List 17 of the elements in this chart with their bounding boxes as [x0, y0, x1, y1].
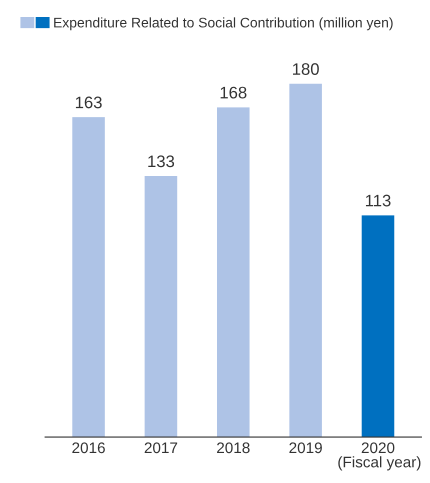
bar — [216, 107, 250, 438]
data-label: 133 — [148, 155, 174, 168]
x-tick-label: 2017 — [144, 442, 178, 454]
x-tick-label: 2018 — [217, 442, 250, 454]
x-tick-label: 2020 — [362, 442, 394, 454]
bar — [72, 117, 105, 438]
data-label: 168 — [220, 86, 246, 99]
legend-label: Expenditure Related to Social Contribution (million yen) — [54, 17, 393, 30]
x-tick-label: 2019 — [289, 442, 322, 454]
data-label: 163 — [76, 96, 102, 108]
bar — [289, 84, 322, 438]
data-label: 180 — [293, 63, 319, 75]
x-axis-title: (Fiscal year) — [338, 456, 420, 470]
bar — [144, 176, 178, 438]
x-tick-label: 2016 — [72, 442, 105, 454]
data-label: 113 — [366, 194, 391, 206]
bar — [362, 215, 394, 438]
